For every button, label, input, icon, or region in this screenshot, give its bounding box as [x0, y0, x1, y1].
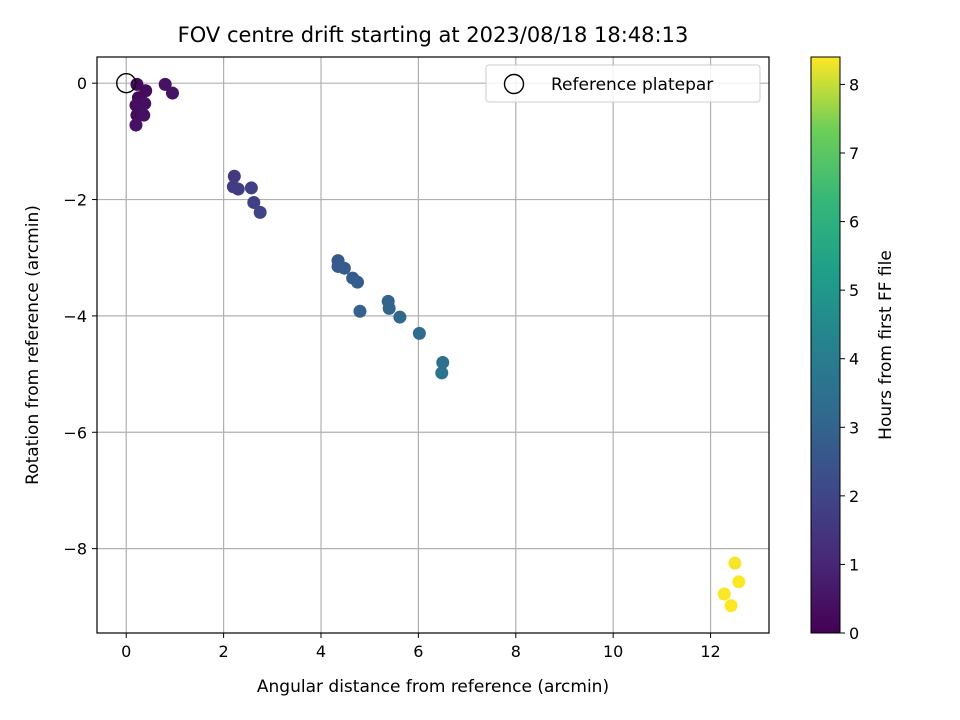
x-axis-ticks: 0 2 4 6 8 10 12	[121, 633, 721, 661]
data-point	[337, 261, 351, 275]
data-point	[732, 575, 746, 589]
colorbar-tick-label: 1	[849, 555, 859, 574]
legend-box	[485, 64, 761, 103]
colorbar-tick-label: 4	[849, 350, 859, 369]
x-tick-label: 0	[121, 642, 131, 661]
colorbar-gradient	[810, 56, 841, 634]
x-tick-label: 8	[511, 642, 521, 661]
colorbar-tick-label: 0	[849, 624, 859, 643]
data-point	[436, 355, 450, 369]
data-point	[231, 182, 245, 196]
x-tick-label: 10	[603, 642, 623, 661]
x-tick-label: 4	[316, 642, 326, 661]
data-point	[253, 205, 267, 219]
colorbar-tick-label: 3	[849, 418, 859, 437]
colorbar-tick-label: 2	[849, 487, 859, 506]
reference-platepar-marker	[116, 72, 137, 94]
data-point	[435, 366, 449, 380]
x-tick-label: 6	[413, 642, 423, 661]
y-tick-label: 0	[77, 74, 87, 93]
scatter-points	[116, 72, 746, 613]
x-axis-title: Angular distance from reference (arcmin)	[257, 677, 609, 697]
colorbar-tick-label: 8	[849, 75, 859, 94]
colorbar-ticks: 0 1 2 3 4 5 6 7 8	[840, 75, 859, 643]
data-point	[129, 118, 143, 132]
data-point	[247, 195, 261, 209]
plot-area-frame	[96, 56, 770, 634]
colorbar-tick-label: 7	[849, 144, 859, 163]
data-point	[165, 86, 179, 100]
grid	[97, 57, 769, 633]
legend-label-reference: Reference platepar	[551, 75, 713, 95]
data-point	[353, 304, 367, 318]
data-point	[412, 326, 426, 340]
data-point	[129, 98, 143, 112]
colorbar-tick-label: 6	[849, 213, 859, 232]
legend: Reference platepar	[485, 64, 761, 103]
chart-title: FOV centre drift starting at 2023/08/18 …	[178, 23, 689, 47]
data-point	[382, 301, 396, 315]
legend-marker-reference	[503, 73, 525, 95]
data-point	[393, 310, 407, 324]
data-point	[158, 77, 172, 91]
data-point	[227, 169, 241, 183]
y-tick-label: −6	[63, 423, 87, 442]
data-point	[351, 275, 365, 289]
y-axis-ticks: 0 −2 −4 −6 −8	[63, 74, 97, 559]
data-point	[137, 108, 151, 122]
y-tick-label: −2	[63, 191, 87, 210]
colorbar: 0 1 2 3 4 5 6 7 8 Hours from first FF file	[810, 56, 896, 643]
y-axis-title: Rotation from reference (arcmin)	[23, 205, 43, 485]
y-tick-label: −4	[63, 307, 87, 326]
colorbar-tick-label: 5	[849, 281, 859, 300]
y-tick-label: −8	[63, 540, 87, 559]
x-tick-label: 2	[219, 642, 229, 661]
data-point	[724, 599, 738, 613]
colorbar-label: Hours from first FF file	[876, 250, 896, 440]
x-tick-label: 12	[700, 642, 720, 661]
data-point	[728, 556, 742, 570]
data-point	[244, 181, 258, 195]
data-point	[717, 587, 731, 601]
